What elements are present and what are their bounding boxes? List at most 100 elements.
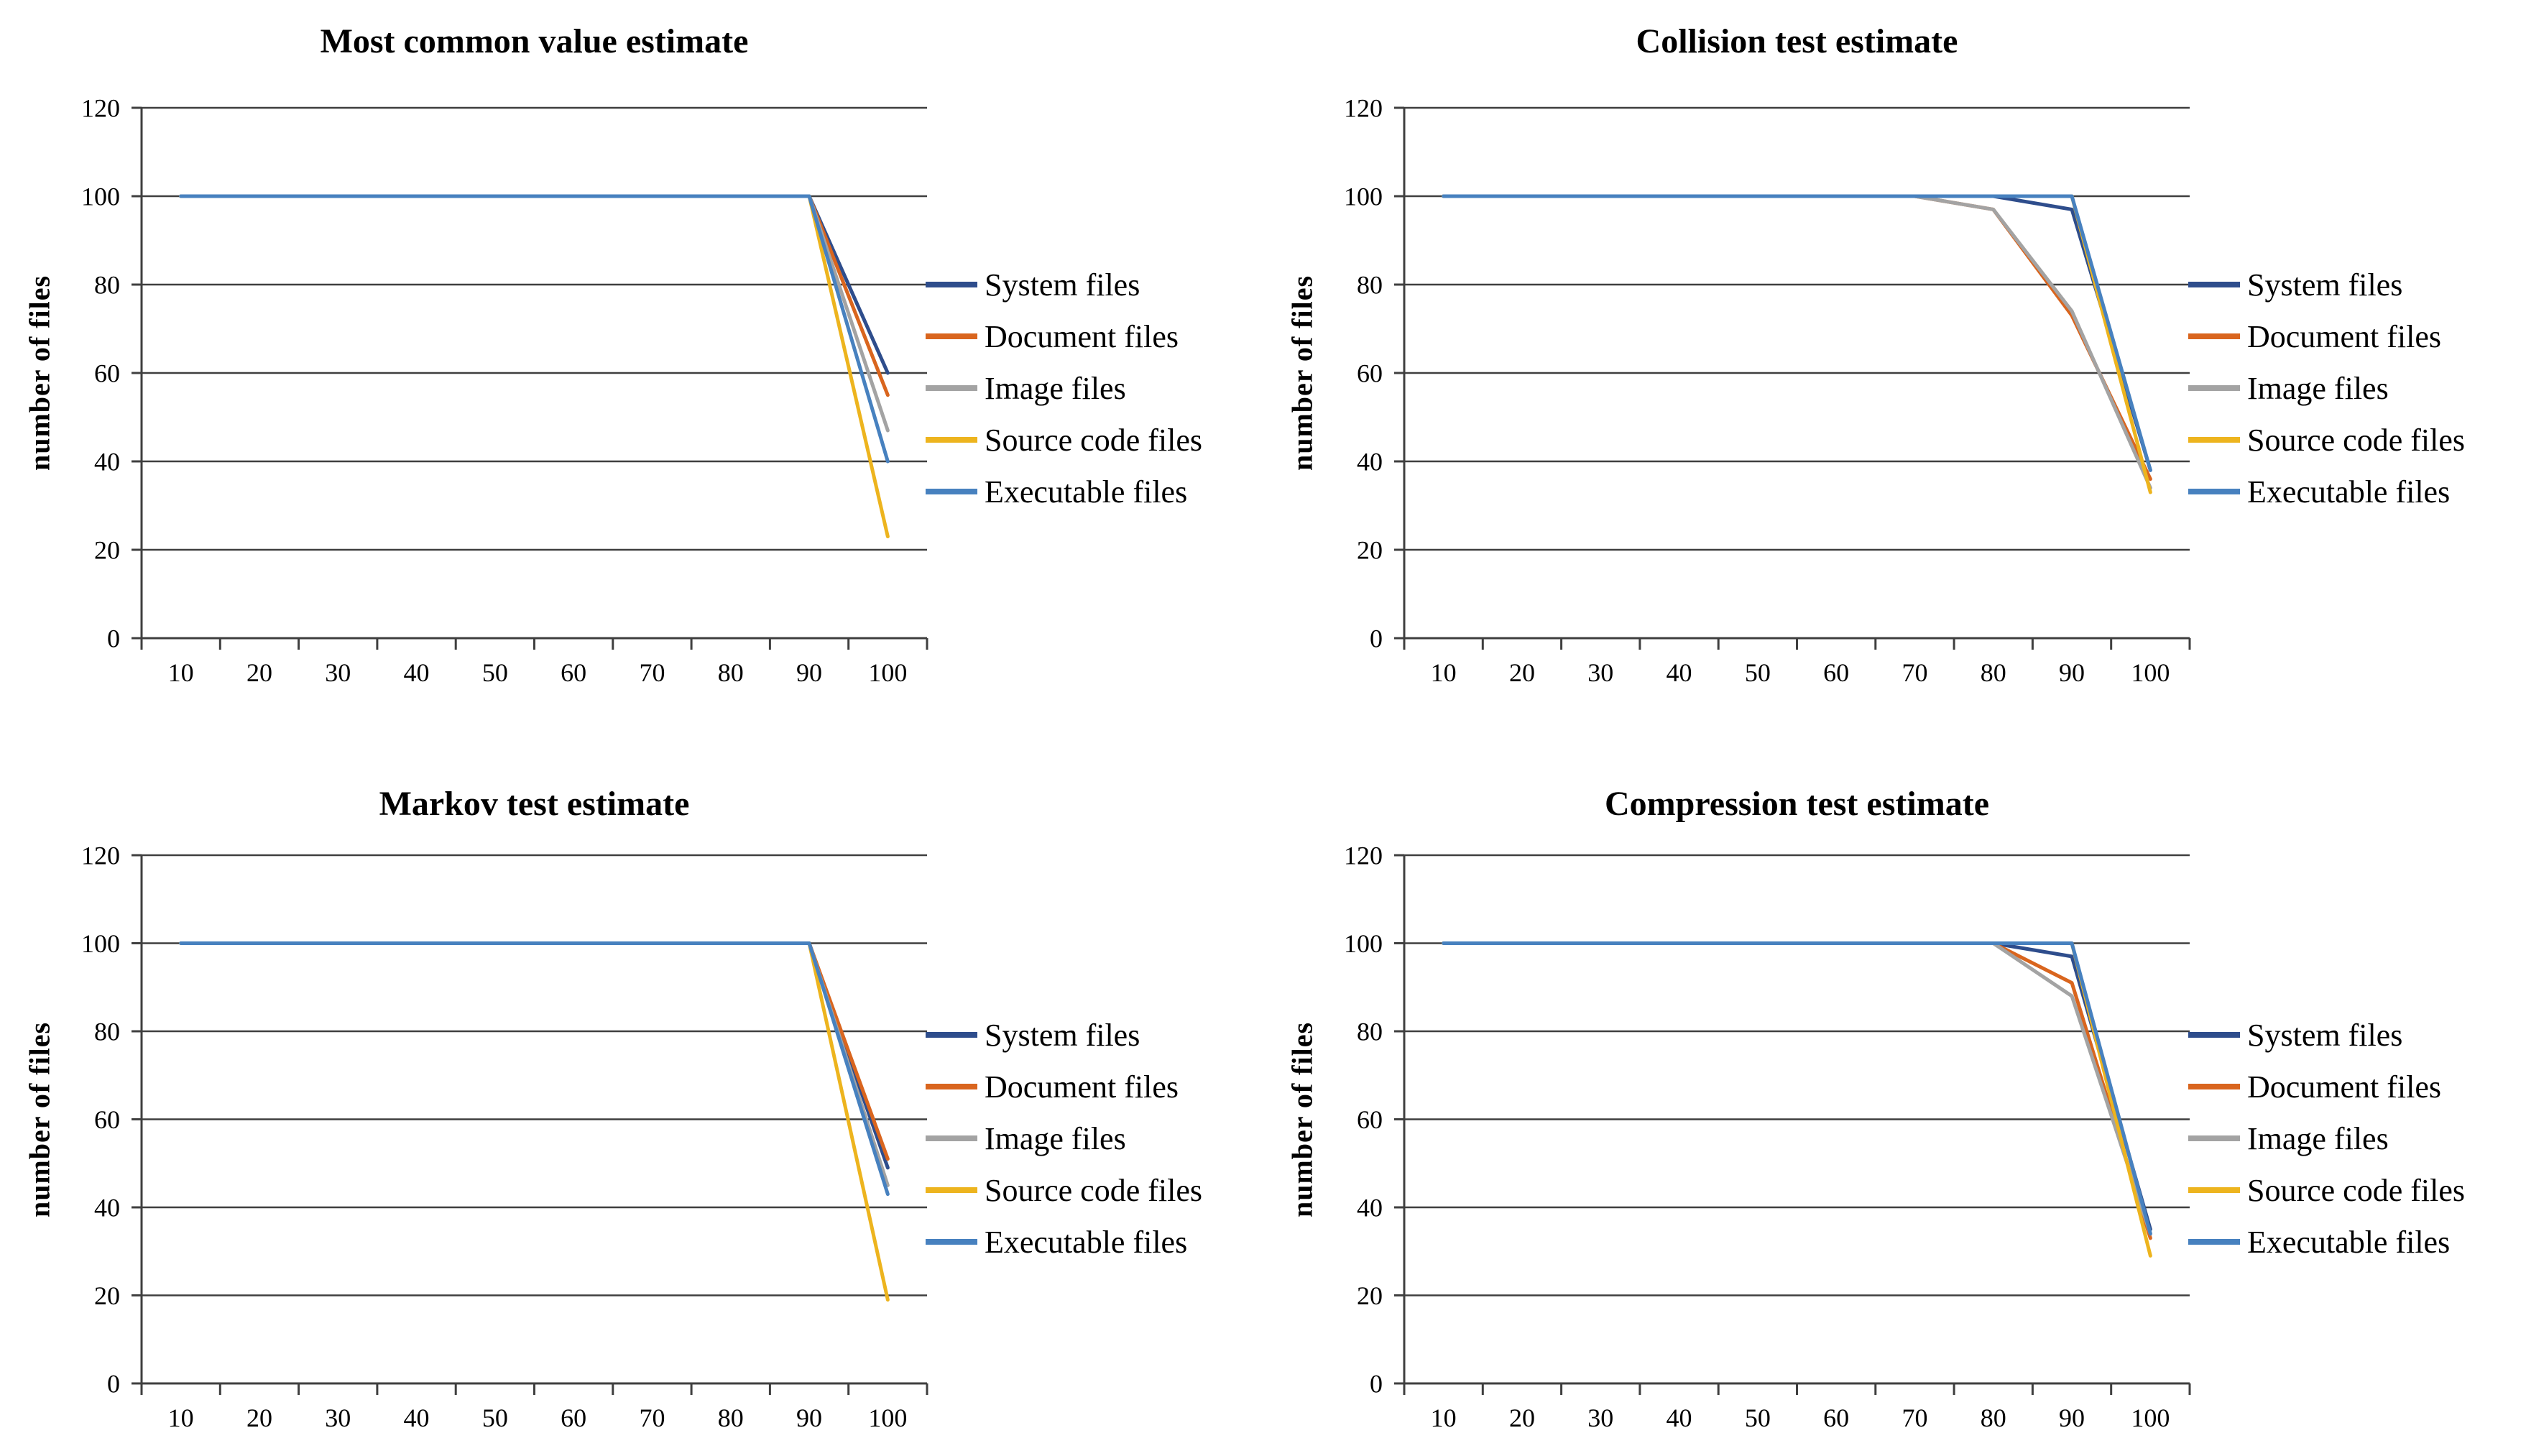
y-axis-title: number of files bbox=[1286, 1021, 1319, 1218]
legend-line-swatch bbox=[926, 1084, 977, 1089]
legend-label: Executable files bbox=[985, 1224, 1188, 1260]
legend-item: Source code files bbox=[2188, 1164, 2465, 1216]
y-tick-label: 60 bbox=[1357, 1105, 1383, 1134]
x-tick-label: 70 bbox=[639, 658, 665, 687]
legend-item: System files bbox=[2188, 259, 2465, 310]
x-tick-label: 30 bbox=[325, 658, 351, 687]
x-tick-label: 70 bbox=[1902, 1404, 1927, 1432]
y-axis-title: number of files bbox=[23, 275, 56, 471]
legend-item: Source code files bbox=[926, 414, 1202, 466]
series-line-system bbox=[179, 941, 890, 1170]
legend-line-swatch bbox=[2188, 282, 2240, 287]
legend-label: Executable files bbox=[2247, 1224, 2451, 1260]
x-tick-label: 50 bbox=[1745, 658, 1771, 687]
x-tick-label: 80 bbox=[718, 1404, 744, 1432]
series-line-document bbox=[1442, 194, 2152, 482]
legend-item: Executable files bbox=[2188, 466, 2465, 517]
legend-line-swatch bbox=[926, 1239, 977, 1245]
x-tick-label: 20 bbox=[246, 1404, 272, 1432]
legend-label: Image files bbox=[985, 370, 1126, 406]
x-tick-label: 50 bbox=[482, 658, 508, 687]
legend-item: Document files bbox=[926, 1061, 1202, 1112]
legend-line-swatch bbox=[926, 437, 977, 443]
legend-item: Image files bbox=[2188, 362, 2465, 414]
legend-line-swatch bbox=[2188, 385, 2240, 391]
legend-item: Image files bbox=[926, 362, 1202, 414]
legend-label: Executable files bbox=[985, 474, 1188, 510]
chart-title: Collision test estimate bbox=[1636, 22, 1958, 60]
legend-label: Document files bbox=[985, 1069, 1179, 1105]
chart-plot: 0 20 40 60 80 100 120 10 20 30 40 50 60 70 80 90 100 bbox=[81, 842, 928, 1432]
legend-line-swatch bbox=[926, 333, 977, 339]
chart-cell-most-common-value: 0 20 40 60 80 100 120 10 20 30 40 50 60 70 80 90 100 Mos… bbox=[0, 0, 1263, 728]
legend-label: Document files bbox=[2247, 1069, 2442, 1105]
series-line-system bbox=[1442, 941, 2152, 1232]
legend-line-swatch bbox=[2188, 333, 2240, 339]
legend-line-swatch bbox=[926, 1135, 977, 1141]
y-tick-label: 20 bbox=[94, 1281, 120, 1310]
legend-label: Image files bbox=[2247, 1120, 2389, 1156]
chart-title: Most common value estimate bbox=[320, 22, 749, 60]
y-tick-label: 40 bbox=[94, 1194, 120, 1222]
legend-item: Document files bbox=[2188, 1061, 2465, 1112]
series-line-source bbox=[1442, 941, 2152, 1258]
chart-title: Compression test estimate bbox=[1604, 785, 1989, 823]
x-tick-label: 60 bbox=[561, 658, 586, 687]
y-tick-label: 40 bbox=[94, 448, 120, 476]
legend-label: System files bbox=[2247, 1017, 2403, 1053]
legend-label: Source code files bbox=[985, 422, 1202, 458]
y-tick-label: 0 bbox=[1370, 1370, 1383, 1399]
y-tick-label: 0 bbox=[107, 1370, 120, 1399]
chart-cell-compression-test: 0 20 40 60 80 100 120 10 20 30 40 50 60 70 80 90 100 Com… bbox=[1263, 728, 2525, 1456]
series-line-source bbox=[179, 941, 890, 1302]
legend-line-swatch bbox=[2188, 1187, 2240, 1193]
x-tick-label: 50 bbox=[482, 1404, 508, 1432]
legend-label: Document files bbox=[985, 318, 1179, 354]
legend-item: Source code files bbox=[926, 1164, 1202, 1216]
x-tick-label: 90 bbox=[796, 1404, 822, 1432]
y-tick-label: 100 bbox=[1344, 929, 1383, 958]
y-tick-label: 80 bbox=[1357, 1018, 1383, 1046]
x-tick-label: 10 bbox=[168, 658, 194, 687]
legend-line-swatch bbox=[926, 1187, 977, 1193]
legend-line-swatch bbox=[2188, 1239, 2240, 1245]
x-tick-label: 40 bbox=[1667, 658, 1692, 687]
x-tick-label: 30 bbox=[1587, 1404, 1613, 1432]
y-tick-label: 100 bbox=[81, 929, 120, 958]
x-tick-label: 90 bbox=[796, 658, 822, 687]
legend-label: Source code files bbox=[2247, 1172, 2465, 1208]
legend-item: Document files bbox=[2188, 310, 2465, 362]
x-tick-label: 60 bbox=[561, 1404, 586, 1432]
x-tick-label: 80 bbox=[1981, 1404, 2006, 1432]
legend-line-swatch bbox=[926, 282, 977, 287]
y-tick-label: 100 bbox=[1344, 183, 1383, 211]
legend-line-swatch bbox=[926, 1032, 977, 1038]
legend: System files Document files Image files … bbox=[2188, 259, 2465, 517]
legend-item: Source code files bbox=[2188, 414, 2465, 466]
y-tick-label: 40 bbox=[1357, 448, 1383, 476]
series-line-document bbox=[1442, 941, 2152, 1240]
legend-label: Document files bbox=[2247, 318, 2442, 354]
legend-item: Executable files bbox=[2188, 1216, 2465, 1268]
legend-item: Executable files bbox=[926, 466, 1202, 517]
y-tick-label: 120 bbox=[81, 94, 120, 123]
series-line-document bbox=[179, 941, 890, 1161]
legend-item: Image files bbox=[2188, 1112, 2465, 1164]
legend-line-swatch bbox=[926, 489, 977, 494]
x-tick-label: 80 bbox=[718, 658, 744, 687]
y-tick-label: 20 bbox=[94, 536, 120, 565]
chart-title: Markov test estimate bbox=[379, 785, 690, 823]
series-line-system bbox=[1442, 194, 2152, 472]
x-tick-label: 30 bbox=[1587, 658, 1613, 687]
x-tick-label: 100 bbox=[2131, 658, 2170, 687]
y-tick-label: 80 bbox=[94, 271, 120, 300]
y-tick-label: 20 bbox=[1357, 536, 1383, 565]
x-tick-label: 70 bbox=[639, 1404, 665, 1432]
legend-item: Executable files bbox=[926, 1216, 1202, 1268]
y-tick-label: 120 bbox=[81, 842, 120, 870]
x-tick-label: 20 bbox=[1509, 658, 1535, 687]
chart-cell-markov-test: 0 20 40 60 80 100 120 10 20 30 40 50 60 70 80 90 100 Mar… bbox=[0, 728, 1263, 1456]
chart-plot: 0 20 40 60 80 100 120 10 20 30 40 50 60 70 80 90 100 bbox=[1344, 842, 2191, 1432]
legend-label: Source code files bbox=[985, 1172, 1202, 1208]
y-tick-label: 60 bbox=[94, 1105, 120, 1134]
